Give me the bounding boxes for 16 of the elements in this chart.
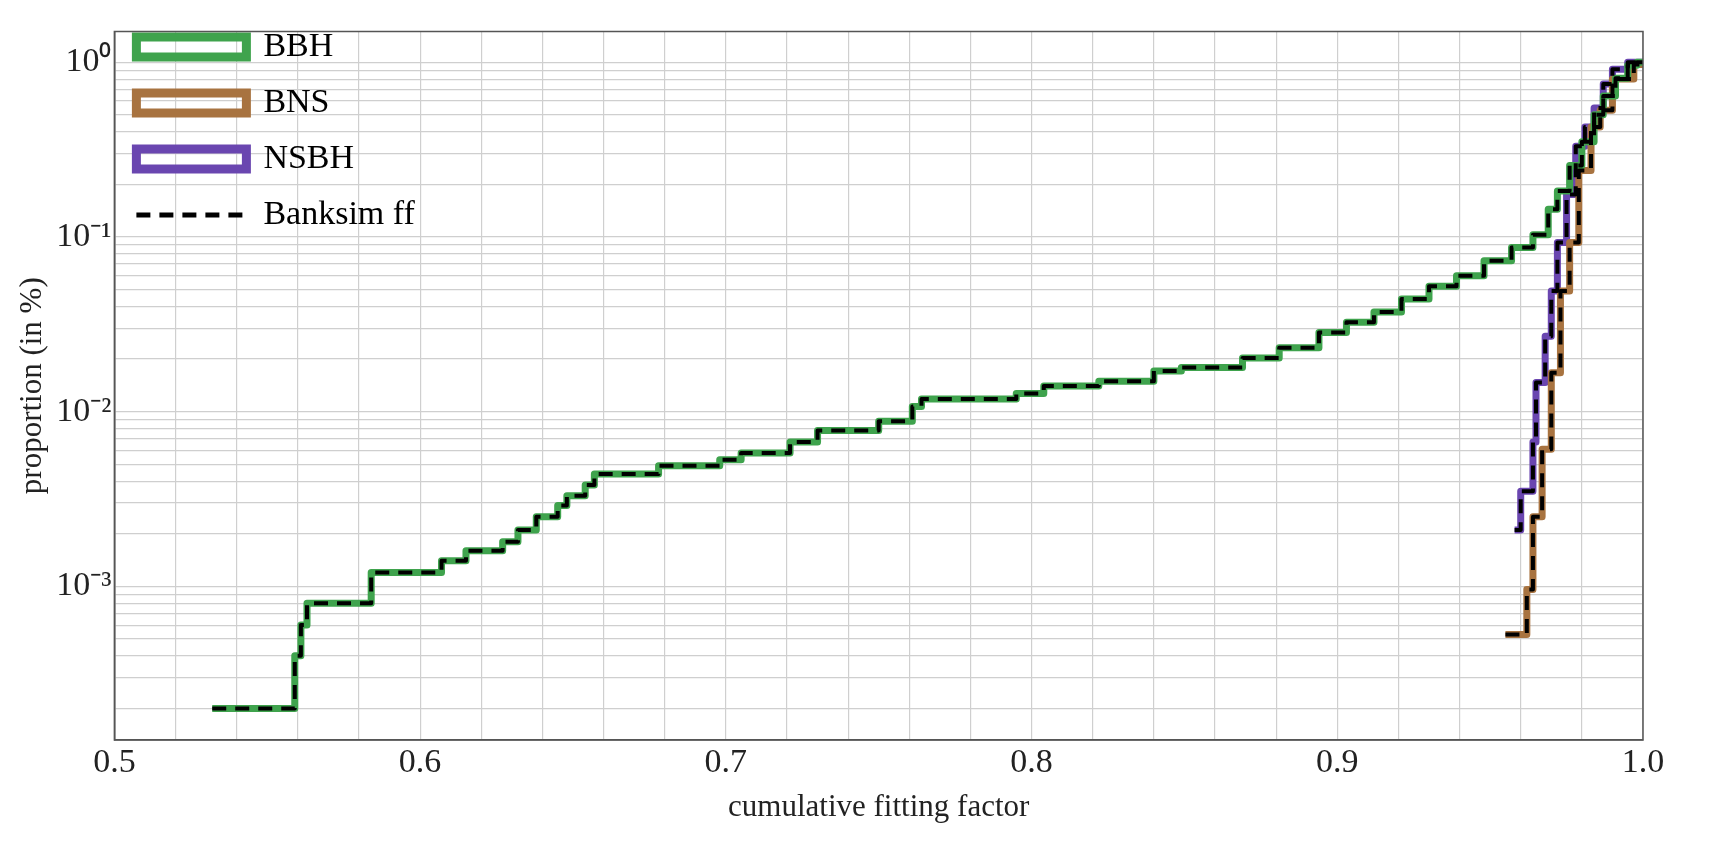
x-tick-label: 0.9 <box>1316 742 1359 780</box>
x-tick-label: 1.0 <box>1621 742 1665 780</box>
y-tick-label: 10⁻² <box>56 390 112 428</box>
legend-label: BBH <box>263 25 334 63</box>
x-tick-label: 0.8 <box>1010 742 1053 780</box>
y-tick-label: 10⁰ <box>65 41 112 79</box>
y-axis-title: proportion (in %) <box>12 277 48 495</box>
legend-label: Banksim ff <box>263 193 416 231</box>
y-tick-label: 10⁻³ <box>56 565 112 603</box>
legend-label: NSBH <box>263 137 355 175</box>
legend-label: BNS <box>263 81 330 119</box>
y-tick-label: 10⁻¹ <box>56 215 112 253</box>
x-axis-title: cumulative fitting factor <box>728 787 1031 823</box>
x-tick-label: 0.6 <box>398 742 442 780</box>
x-tick-label: 0.5 <box>93 742 136 780</box>
x-tick-label: 0.7 <box>704 742 748 780</box>
